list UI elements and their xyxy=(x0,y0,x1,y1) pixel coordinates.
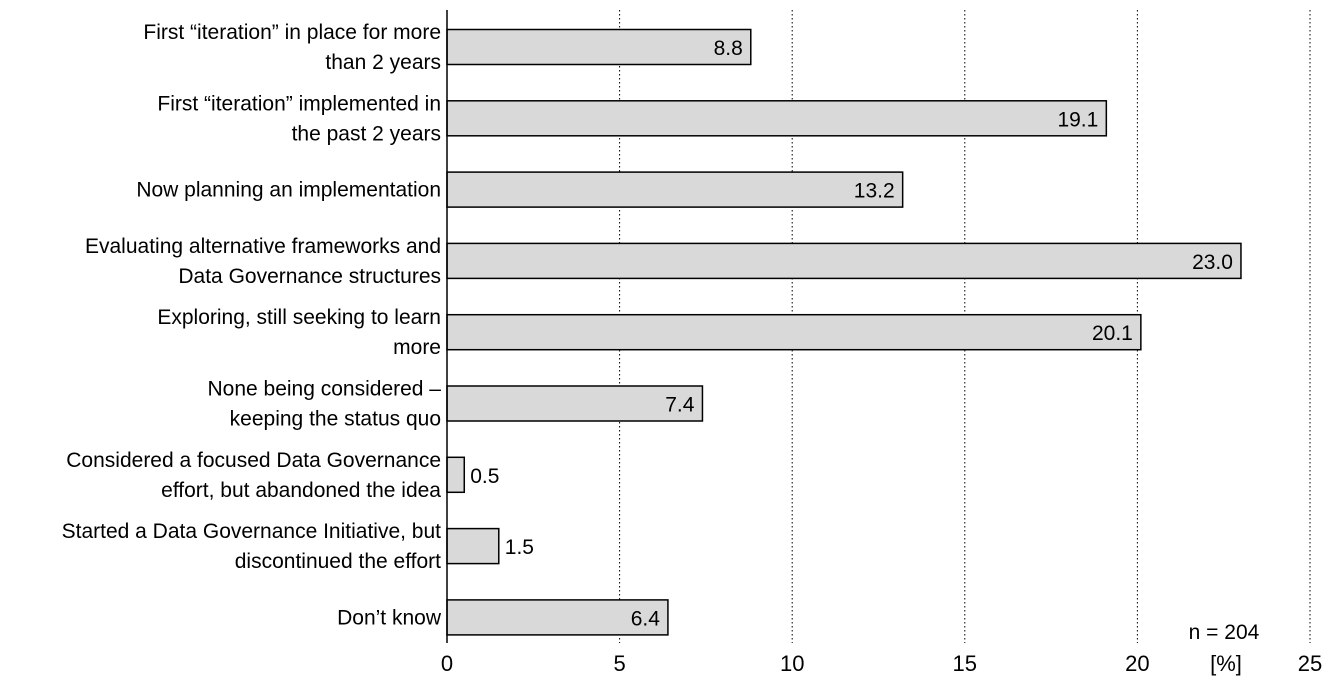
bar-value-label: 13.2 xyxy=(854,180,895,203)
category-label: First “iteration” implemented in xyxy=(157,92,441,115)
category-label: First “iteration” in place for more xyxy=(143,21,441,44)
x-tick-label: 15 xyxy=(953,651,977,676)
category-label: Exploring, still seeking to learn xyxy=(157,306,441,329)
x-tick-label: 25 xyxy=(1298,651,1322,676)
x-tick-label: 20 xyxy=(1125,651,1149,676)
category-label: Evaluating alternative frameworks and xyxy=(85,235,441,258)
unit-label: [%] xyxy=(1210,651,1242,676)
x-tick-label: 0 xyxy=(441,651,453,676)
bar xyxy=(446,527,500,565)
bar xyxy=(446,385,704,422)
category-label: than 2 years xyxy=(325,51,441,74)
bar xyxy=(446,456,466,494)
bars-layer: 8.8 19.1 13.2 23.0 20.1 7.4 0.5 1.5 6.4 xyxy=(446,28,1242,636)
category-label: Started a Data Governance Initiative, bu… xyxy=(62,520,442,543)
category-label: keeping the status quo xyxy=(230,408,441,431)
category-labels: First “iteration” in place for more than … xyxy=(62,21,442,629)
bar xyxy=(446,100,1108,137)
bar xyxy=(446,28,752,66)
bar xyxy=(446,242,1242,280)
category-label: the past 2 years xyxy=(292,122,441,145)
category-label: Don’t know xyxy=(337,606,442,629)
bar-value-label: 0.5 xyxy=(470,465,499,488)
sample-size-note: n = 204 xyxy=(1189,621,1260,644)
category-label: None being considered – xyxy=(207,378,441,401)
x-axis: 0 5 10 15 20 25 xyxy=(441,10,1322,676)
bar xyxy=(446,313,1142,351)
bar-value-label: 6.4 xyxy=(631,607,661,630)
bar-value-label: 8.8 xyxy=(714,37,743,60)
category-label: Data Governance structures xyxy=(178,265,441,288)
x-tick-label: 5 xyxy=(613,651,625,676)
bar xyxy=(446,599,669,636)
category-label: Considered a focused Data Governance xyxy=(66,449,441,472)
category-label: Now planning an implementation xyxy=(136,179,441,202)
category-label: discontinued the effort xyxy=(235,550,441,573)
bar-value-label: 20.1 xyxy=(1092,322,1133,345)
bar-value-label: 19.1 xyxy=(1057,108,1098,131)
bar xyxy=(446,171,904,208)
category-label: effort, but abandoned the idea xyxy=(161,479,441,502)
bar-value-label: 23.0 xyxy=(1192,251,1233,274)
x-tick-label: 10 xyxy=(780,651,804,676)
bar-value-label: 7.4 xyxy=(665,394,695,417)
bar-value-label: 1.5 xyxy=(505,536,534,559)
category-label: more xyxy=(393,336,441,359)
